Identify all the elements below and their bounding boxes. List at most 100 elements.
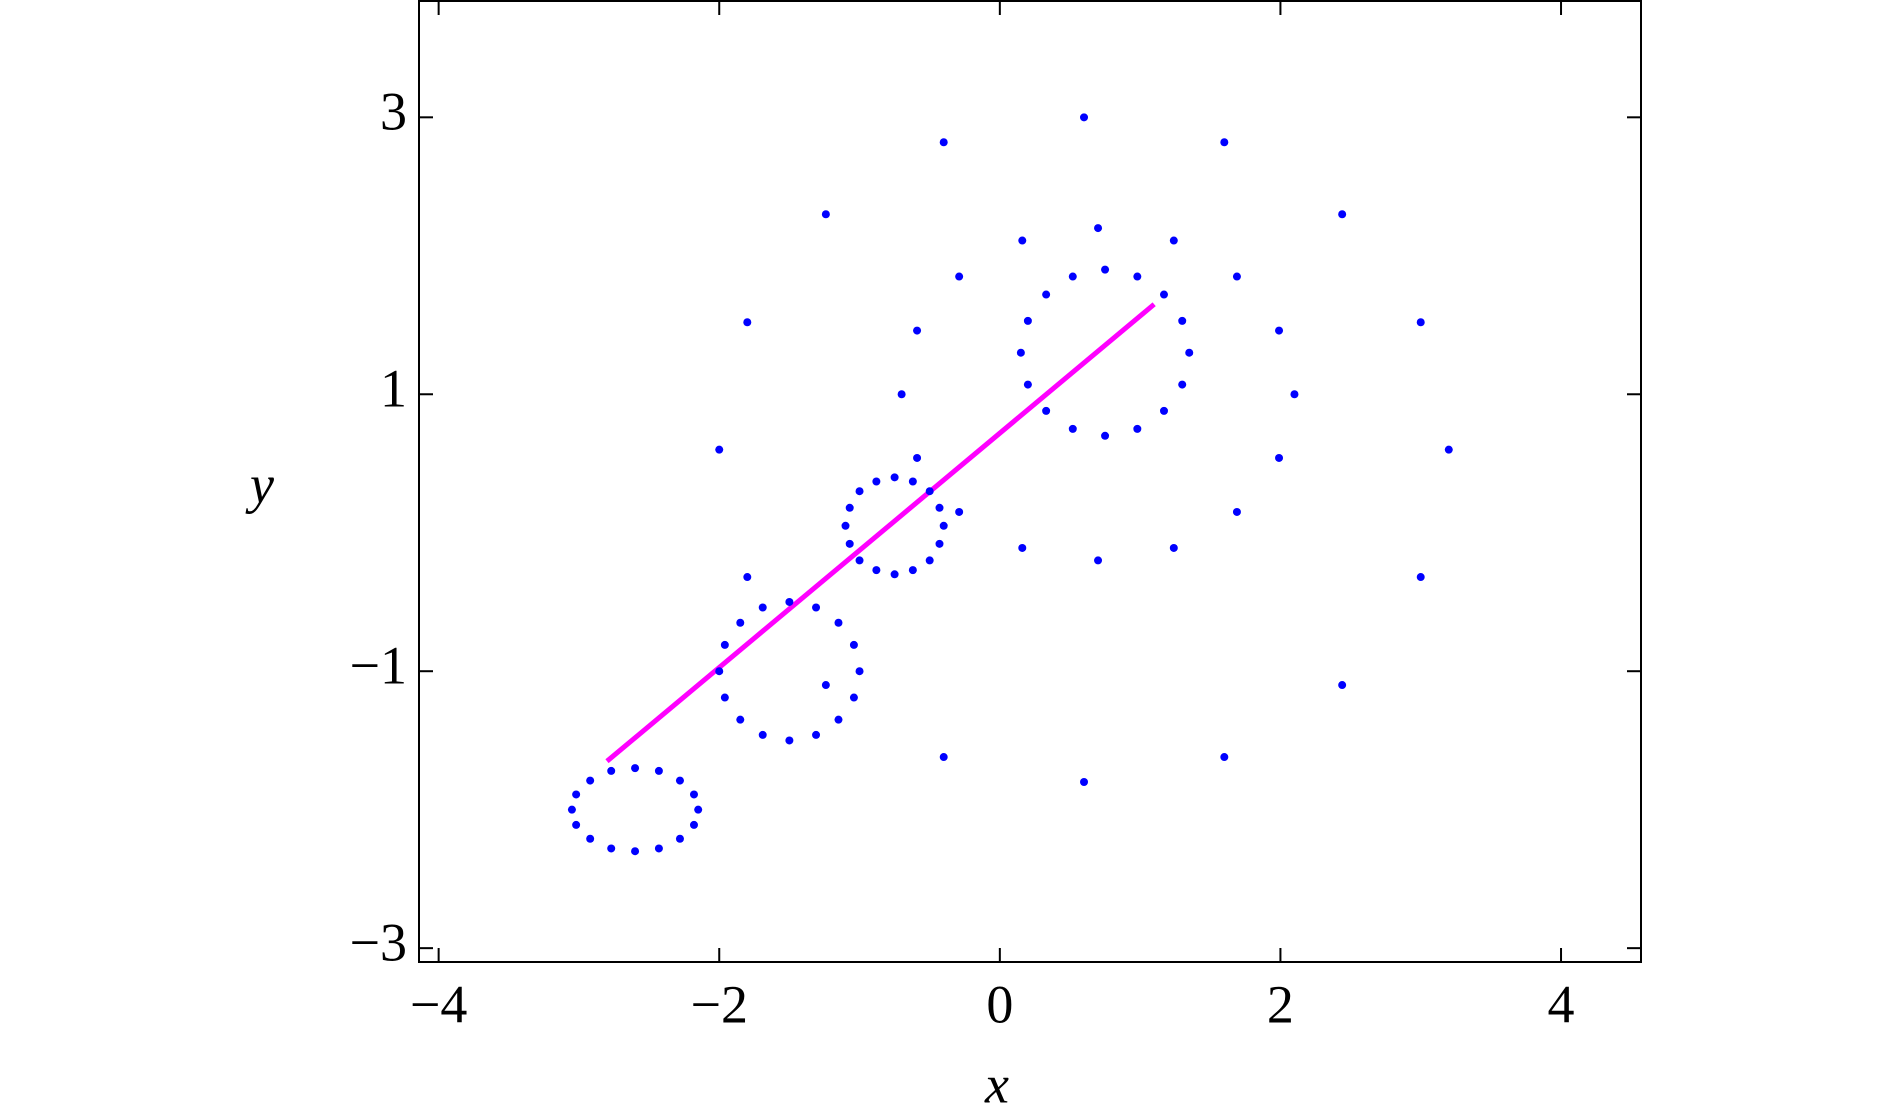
- dot: [1016, 348, 1025, 357]
- dot: [955, 507, 964, 516]
- dot: [1080, 113, 1089, 122]
- dot: [872, 477, 881, 486]
- dot: [872, 566, 881, 575]
- dot: [785, 597, 794, 606]
- x-tick-label: −2: [691, 974, 748, 1034]
- dot: [955, 272, 964, 281]
- dot: [935, 503, 944, 512]
- dot: [586, 834, 595, 843]
- dot: [890, 473, 899, 482]
- dot: [1042, 406, 1051, 415]
- dot: [675, 776, 684, 785]
- dot: [736, 715, 745, 724]
- y-axis-label: y: [245, 454, 274, 514]
- dot: [1042, 290, 1051, 299]
- dot: [925, 556, 934, 565]
- dot: [715, 667, 724, 676]
- dot: [812, 730, 821, 739]
- dot: [586, 776, 595, 785]
- dot: [939, 138, 948, 147]
- dot: [1068, 424, 1077, 433]
- x-tick-label: −4: [410, 974, 467, 1034]
- dot: [631, 847, 640, 856]
- dot: [758, 730, 767, 739]
- dot: [1101, 431, 1110, 440]
- dot: [1068, 272, 1077, 281]
- dot: [1444, 445, 1453, 454]
- dot: [1018, 236, 1027, 245]
- dot: [1133, 272, 1142, 281]
- plot-frame: [418, 0, 1642, 963]
- dot: [736, 618, 745, 627]
- x-tick-label: 2: [1267, 974, 1294, 1034]
- dot: [567, 805, 576, 814]
- dot: [849, 693, 858, 702]
- dot: [939, 521, 948, 530]
- dot: [821, 210, 830, 219]
- dot: [1023, 316, 1032, 325]
- dot: [1133, 424, 1142, 433]
- dot: [1220, 753, 1229, 762]
- dot: [572, 790, 581, 799]
- dot: [925, 487, 934, 496]
- dot: [834, 618, 843, 627]
- dot: [607, 766, 616, 775]
- dot: [720, 640, 729, 649]
- dot: [654, 766, 663, 775]
- dot: [1185, 348, 1194, 357]
- dot: [1080, 777, 1089, 786]
- dot: [890, 570, 899, 579]
- dot: [908, 477, 917, 486]
- dot: [855, 667, 864, 676]
- dot: [1169, 543, 1178, 552]
- slit-line: [605, 302, 1156, 764]
- dot: [834, 715, 843, 724]
- dot: [855, 487, 864, 496]
- x-axis-label: x: [984, 1054, 1009, 1111]
- dot: [1169, 236, 1178, 245]
- dot: [913, 326, 922, 335]
- dot: [1275, 453, 1284, 462]
- x-tick-label: 4: [1548, 974, 1575, 1034]
- dot: [939, 753, 948, 762]
- dot: [897, 390, 906, 399]
- dot: [1094, 556, 1103, 565]
- dot: [913, 453, 922, 462]
- dot: [812, 603, 821, 612]
- dot: [1416, 318, 1425, 327]
- dot: [694, 805, 703, 814]
- dot: [1290, 390, 1299, 399]
- y-tick-label: 1: [380, 359, 407, 419]
- dot: [785, 736, 794, 745]
- dot: [572, 820, 581, 829]
- dot: [654, 844, 663, 853]
- dot: [1159, 290, 1168, 299]
- dot: [743, 318, 752, 327]
- dot: [1220, 138, 1229, 147]
- dot: [1023, 380, 1032, 389]
- dot: [689, 790, 698, 799]
- dot: [1232, 272, 1241, 281]
- dot: [935, 539, 944, 548]
- dot: [631, 764, 640, 773]
- dot: [758, 603, 767, 612]
- dot: [845, 539, 854, 548]
- dot: [715, 445, 724, 454]
- dot: [1232, 507, 1241, 516]
- dot: [821, 681, 830, 690]
- dot: [908, 566, 917, 575]
- dot: [1338, 681, 1347, 690]
- dot: [1018, 543, 1027, 552]
- dot: [1159, 406, 1168, 415]
- dot: [1101, 265, 1110, 274]
- dot: [845, 503, 854, 512]
- dot: [1178, 380, 1187, 389]
- dot: [849, 640, 858, 649]
- y-tick-label: −1: [350, 636, 407, 696]
- x-tick-label: 0: [986, 974, 1013, 1034]
- dot: [1178, 316, 1187, 325]
- dot: [855, 556, 864, 565]
- dot: [1338, 210, 1347, 219]
- dot: [689, 820, 698, 829]
